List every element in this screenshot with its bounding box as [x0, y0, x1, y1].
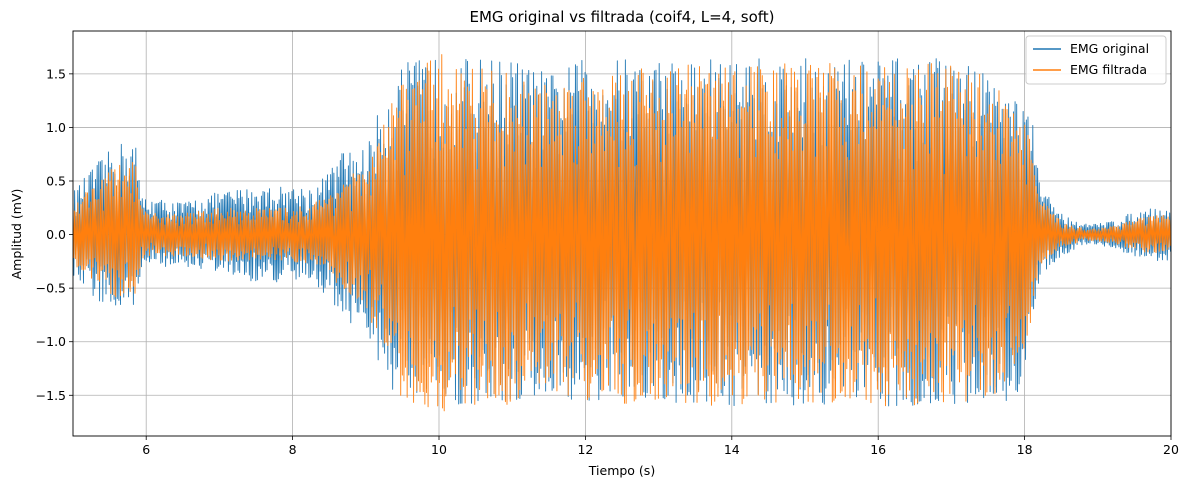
x-tick-label: 16: [870, 442, 886, 457]
x-tick-label: 14: [724, 442, 740, 457]
legend-label-emg-original: EMG original: [1070, 41, 1149, 56]
x-tick-label: 12: [577, 442, 593, 457]
legend: EMG original EMG filtrada: [1025, 35, 1167, 85]
chart-title: EMG original vs filtrada (coif4, L=4, so…: [470, 8, 775, 26]
y-tick-label: −1.5: [36, 388, 66, 403]
y-tick-label: −0.5: [36, 281, 66, 296]
plot-frame: [72, 30, 1172, 437]
y-ticks: −1.5 −1.0 −0.5 0.0 0.5 1.0 1.5: [36, 66, 73, 403]
legend-label-emg-filtrada: EMG filtrada: [1070, 62, 1147, 77]
y-tick-label: 1.0: [46, 120, 66, 135]
y-tick-label: −1.0: [36, 334, 66, 349]
x-tick-label: 6: [142, 442, 150, 457]
y-axis-label: Amplitud (mV): [9, 189, 24, 280]
series-line-emg-filtrada: [73, 54, 1171, 412]
x-ticks: 6 8 10 12 14 16 18 20: [142, 436, 1179, 457]
series-layer: [73, 54, 1171, 412]
x-axis-label: Tiempo (s): [588, 463, 655, 478]
x-tick-label: 18: [1017, 442, 1033, 457]
y-tick-label: 1.5: [46, 66, 66, 81]
x-tick-label: 8: [289, 442, 297, 457]
y-tick-label: 0.5: [46, 174, 66, 189]
x-tick-label: 20: [1163, 442, 1179, 457]
legend-box: [1025, 35, 1167, 85]
y-tick-label: 0.0: [46, 227, 66, 242]
x-tick-label: 10: [431, 442, 447, 457]
